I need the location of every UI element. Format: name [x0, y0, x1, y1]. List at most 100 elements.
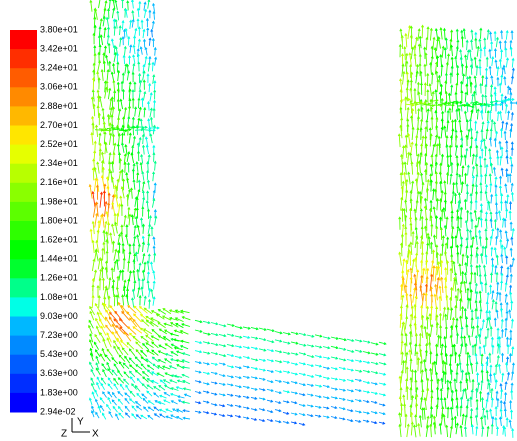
vector — [399, 313, 403, 328]
vector — [423, 82, 427, 97]
vector — [147, 118, 151, 128]
vector — [100, 160, 104, 173]
vector — [412, 424, 417, 438]
vector — [420, 378, 424, 392]
vector — [471, 378, 475, 391]
vector — [443, 180, 447, 193]
vector — [107, 391, 113, 398]
vector — [97, 60, 102, 73]
vector — [226, 414, 234, 418]
vector — [479, 109, 483, 120]
colorbar-band — [10, 221, 37, 241]
vector — [481, 74, 485, 86]
vector — [266, 328, 275, 333]
vector — [140, 19, 144, 29]
vector — [168, 309, 179, 314]
vector — [475, 173, 479, 185]
vector — [111, 391, 117, 399]
vector — [175, 386, 184, 390]
vector — [468, 354, 472, 366]
vector — [408, 250, 412, 266]
vector — [107, 368, 114, 376]
vector — [202, 400, 210, 404]
vector — [117, 346, 124, 355]
vector — [158, 384, 166, 391]
vector — [495, 426, 499, 436]
vector — [466, 164, 470, 176]
vector — [432, 415, 437, 429]
vector — [210, 403, 218, 407]
vector — [402, 321, 406, 336]
vector — [242, 385, 251, 389]
vector — [438, 285, 442, 301]
vector — [430, 154, 434, 168]
vector — [137, 286, 141, 297]
vector — [128, 132, 132, 144]
vector — [125, 294, 129, 306]
vector — [124, 27, 128, 38]
vector — [103, 141, 108, 153]
vector — [132, 335, 141, 344]
vector — [103, 27, 107, 39]
vector — [494, 176, 498, 187]
vector — [505, 29, 509, 40]
vector — [478, 264, 482, 275]
vector — [194, 380, 202, 384]
vector — [495, 36, 499, 48]
vector — [471, 93, 475, 104]
vector — [113, 318, 123, 329]
vector — [446, 306, 450, 321]
vector — [210, 322, 219, 326]
vector — [484, 245, 488, 257]
vector — [125, 224, 129, 236]
colorbar-band — [10, 144, 37, 165]
vector — [102, 229, 106, 243]
vector — [400, 34, 404, 49]
vector — [123, 153, 127, 165]
vector — [437, 142, 441, 156]
vector — [503, 39, 507, 50]
vector — [119, 383, 125, 391]
vector — [146, 169, 150, 180]
vector — [95, 349, 101, 357]
vector — [122, 279, 127, 291]
colorbar-label: 1.80e+01 — [40, 215, 78, 225]
vector — [403, 342, 407, 357]
vector — [136, 142, 140, 153]
vector — [100, 382, 105, 391]
vector — [500, 48, 504, 60]
vector — [468, 118, 472, 129]
vector — [161, 365, 171, 370]
vector — [164, 343, 173, 349]
vector — [153, 46, 157, 56]
vector — [104, 354, 111, 362]
vector — [442, 207, 446, 219]
vector — [429, 27, 433, 41]
vector — [141, 252, 146, 264]
vector — [456, 225, 460, 238]
vector — [282, 390, 291, 394]
vector — [470, 109, 474, 121]
vector — [153, 160, 157, 171]
vector — [428, 313, 432, 327]
vector — [417, 28, 421, 42]
vector — [123, 331, 132, 342]
vector — [117, 405, 124, 413]
vector — [202, 362, 210, 366]
vector — [152, 10, 156, 20]
vector — [92, 103, 96, 117]
vector — [258, 348, 267, 352]
vector — [404, 231, 408, 246]
vector — [116, 98, 120, 111]
vector — [149, 116, 153, 127]
colorbar-label: 2.88e+01 — [40, 101, 78, 111]
vector — [142, 79, 146, 90]
vector — [137, 277, 141, 289]
vector — [88, 324, 93, 335]
vector — [476, 324, 480, 336]
vector — [370, 400, 378, 404]
vector — [158, 344, 167, 350]
vector — [338, 347, 347, 351]
vector — [362, 369, 371, 374]
vector — [473, 90, 477, 103]
